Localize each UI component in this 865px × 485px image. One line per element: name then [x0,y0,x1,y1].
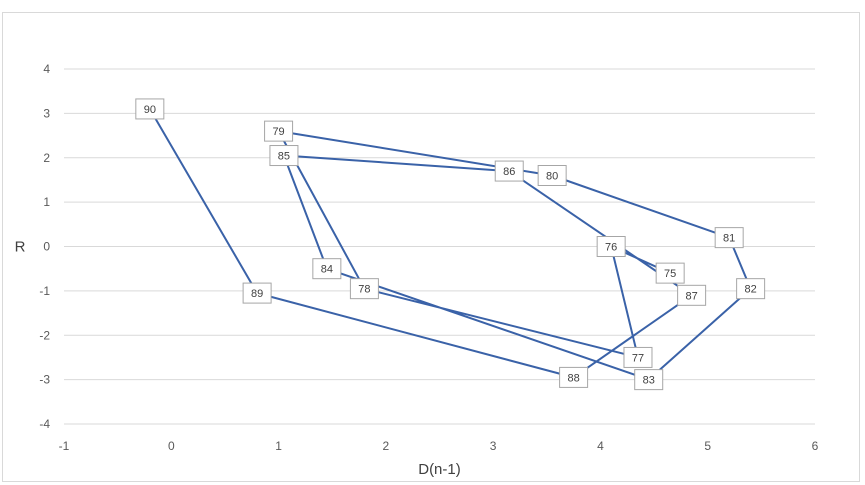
data-point-90: 90 [135,98,165,120]
x-tick-label: 6 [812,439,819,453]
data-point-78: 78 [349,278,379,300]
y-tick-label: 0 [43,240,50,254]
y-tick-label: -3 [39,373,50,387]
x-tick-label: 1 [275,439,282,453]
data-label: 77 [632,352,644,364]
data-point-83: 83 [634,369,664,391]
data-point-76: 76 [596,236,626,257]
gridlines [64,68,815,425]
data-label: 86 [503,166,515,178]
data-point-85: 85 [269,145,299,167]
y-tick-label: 3 [43,106,50,120]
data-point-88: 88 [559,366,589,388]
point-labels: 75 76 77 78 79 80 81 82 83 84 85 86 87 88 89 90 [135,98,766,391]
data-point-84: 84 [312,258,342,280]
data-label-box [494,160,524,182]
data-point-82: 82 [736,278,766,300]
y-tick-label: -2 [39,328,50,342]
data-label: 82 [745,284,757,296]
y-axis-label: R [15,239,26,256]
x-tick-label: 4 [597,439,604,453]
data-point-89: 89 [242,282,272,304]
data-label: 89 [251,288,263,300]
data-label-box [537,165,567,186]
y-tick-label: 4 [43,62,50,76]
data-point-80: 80 [537,165,567,186]
data-label-box [736,278,766,300]
data-point-77: 77 [623,346,653,368]
x-tick-label: -1 [59,439,70,453]
data-label: 81 [723,233,735,245]
data-label-box [559,366,589,388]
data-label: 76 [605,242,617,254]
data-label-box [349,278,379,300]
data-label-box [242,282,272,304]
data-label: 83 [643,375,655,387]
y-tick-label: 1 [43,195,50,209]
data-point-86: 86 [494,160,524,182]
data-label-box [135,98,165,120]
data-point-87: 87 [677,284,707,306]
y-tick-label: -4 [39,417,50,431]
series-path [148,108,752,381]
y-tick-label: 2 [43,151,50,165]
data-label: 79 [272,126,284,138]
x-tick-label: 0 [168,439,175,453]
data-label-box [655,262,685,284]
x-tick-label: 2 [383,439,390,453]
x-axis-label: D(n-1) [418,461,461,478]
data-label-box [312,258,342,280]
data-label-box [264,120,294,142]
x-tick-label: 3 [490,439,497,453]
data-label: 88 [567,372,579,384]
data-label-box [596,236,626,257]
data-label: 90 [144,104,156,116]
y-axis-ticks: -4 -3 -2 -1 0 1 2 3 4 [39,62,50,431]
data-label: 78 [358,284,370,296]
data-label-box [714,227,744,249]
series-line [148,108,752,381]
data-label: 75 [664,268,676,280]
data-label-box [634,369,664,391]
data-point-75: 75 [655,262,685,284]
data-label: 80 [546,171,558,183]
data-label: 87 [685,290,697,302]
data-label: 85 [278,151,290,163]
data-label-box [677,284,707,306]
x-axis-ticks: -1 0 1 2 3 4 5 6 [59,439,819,453]
y-tick-label: -1 [39,284,50,298]
data-label-box [269,145,299,167]
data-label: 84 [321,264,333,276]
x-tick-label: 5 [704,439,711,453]
data-point-81: 81 [714,227,744,249]
data-point-79: 79 [264,120,294,142]
data-label-box [623,346,653,368]
